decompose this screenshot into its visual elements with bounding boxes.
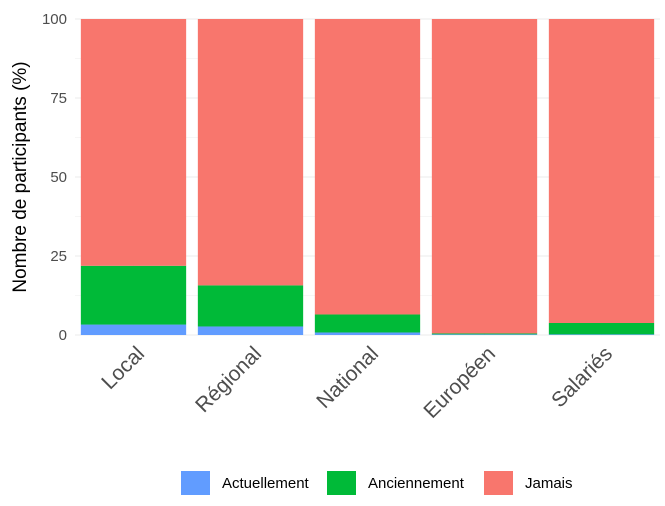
y-tick-label: 100 bbox=[42, 11, 67, 28]
y-axis-title: Nombre de participants (%) bbox=[10, 61, 31, 292]
x-axis-ticks: Local Régional National Européen Salariés bbox=[97, 342, 617, 423]
bar-salaries-actuellement bbox=[548, 334, 655, 335]
y-tick-label: 25 bbox=[50, 248, 67, 265]
x-tick-label: Européen bbox=[419, 342, 500, 423]
bar-regional-anciennement bbox=[197, 285, 304, 327]
bar-europeen-actuellement bbox=[431, 334, 538, 335]
y-tick-label: 0 bbox=[59, 327, 67, 344]
legend-label: Actuellement bbox=[222, 475, 310, 492]
legend-key bbox=[484, 471, 513, 495]
bar-europeen-anciennement bbox=[431, 333, 538, 335]
legend-label: Jamais bbox=[525, 475, 573, 492]
x-tick-label: National bbox=[312, 342, 383, 413]
bar-regional-actuellement bbox=[197, 326, 304, 335]
bar-local-jamais bbox=[80, 19, 187, 266]
y-tick-label: 75 bbox=[50, 90, 67, 107]
x-tick-label: Local bbox=[97, 342, 149, 394]
bar-national-jamais bbox=[314, 19, 421, 315]
legend: Actuellement Anciennement Jamais bbox=[181, 471, 573, 495]
bar-local-actuellement bbox=[80, 324, 187, 335]
bar-salaries-jamais bbox=[548, 19, 655, 323]
bar-national-anciennement bbox=[314, 314, 421, 333]
bar-regional-jamais bbox=[197, 19, 304, 286]
legend-key bbox=[181, 471, 210, 495]
y-tick-label: 50 bbox=[50, 169, 67, 186]
legend-key bbox=[327, 471, 356, 495]
y-axis-ticks: 0 25 50 75 100 bbox=[42, 11, 67, 344]
x-tick-label: Salariés bbox=[547, 342, 617, 412]
bars bbox=[80, 19, 655, 335]
bar-national-actuellement bbox=[314, 332, 421, 335]
bar-europeen-jamais bbox=[431, 19, 538, 334]
bar-salaries-anciennement bbox=[548, 322, 655, 335]
legend-label: Anciennement bbox=[368, 475, 465, 492]
bar-local-anciennement bbox=[80, 265, 187, 325]
x-tick-label: Régional bbox=[191, 342, 266, 417]
